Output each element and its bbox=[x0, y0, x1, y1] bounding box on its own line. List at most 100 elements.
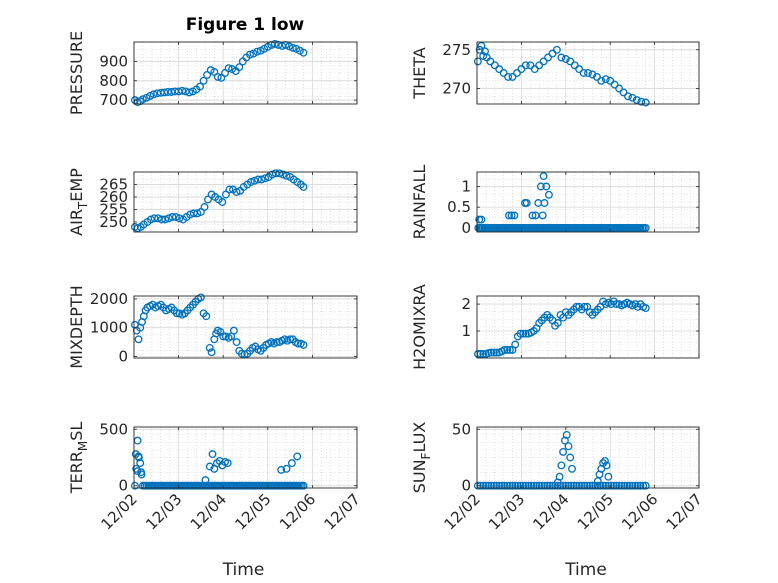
data-point bbox=[559, 447, 568, 456]
data-point bbox=[473, 481, 482, 490]
y-tick-label: 260 bbox=[99, 188, 128, 206]
y-tick-label: 0 bbox=[118, 477, 128, 495]
data-point bbox=[632, 96, 641, 105]
data-point bbox=[500, 481, 509, 490]
data-series bbox=[473, 430, 650, 490]
subplot-rainfall: 0 0.5 1 RAINFALL bbox=[410, 165, 700, 239]
data-point bbox=[557, 461, 566, 470]
data-point bbox=[567, 481, 576, 490]
y-tick-label: 0.5 bbox=[447, 198, 471, 216]
data-point bbox=[250, 176, 259, 185]
data-point bbox=[628, 481, 637, 490]
data-point bbox=[508, 72, 517, 81]
data-point bbox=[193, 209, 202, 218]
data-point bbox=[196, 82, 204, 91]
data-point bbox=[500, 345, 509, 354]
data-point bbox=[580, 302, 589, 311]
data-point bbox=[157, 215, 166, 224]
data-point bbox=[601, 481, 610, 490]
data-point bbox=[564, 442, 573, 451]
data-point bbox=[535, 61, 544, 70]
data-point bbox=[178, 86, 187, 95]
data-point bbox=[639, 481, 648, 490]
y-tick-label: 1 bbox=[461, 177, 471, 195]
x-tick-label: 12/03 bbox=[485, 490, 528, 533]
data-point bbox=[612, 481, 621, 490]
data-point bbox=[246, 178, 255, 186]
data-point bbox=[511, 340, 520, 349]
data-point bbox=[540, 481, 549, 490]
data-point bbox=[282, 464, 291, 473]
data-point bbox=[588, 70, 597, 79]
data-point bbox=[601, 75, 610, 84]
data-point bbox=[516, 481, 525, 490]
data-point bbox=[555, 472, 564, 481]
data-point bbox=[505, 481, 514, 490]
data-point bbox=[604, 472, 613, 481]
data-point bbox=[527, 481, 536, 490]
data-point bbox=[253, 47, 262, 56]
data-point bbox=[490, 61, 499, 70]
data-point bbox=[526, 61, 535, 70]
data-point bbox=[200, 203, 209, 211]
data-point bbox=[552, 45, 561, 54]
data-point bbox=[641, 223, 650, 232]
data-point bbox=[568, 464, 576, 473]
data-point bbox=[562, 430, 571, 439]
y-axis-label: H2OMIXRA bbox=[410, 284, 429, 370]
data-point bbox=[612, 300, 621, 309]
data-point bbox=[175, 214, 184, 223]
x-tick-label: 12/05 bbox=[231, 490, 274, 533]
data-point bbox=[561, 55, 570, 63]
data-point bbox=[503, 345, 512, 354]
data-point bbox=[540, 199, 549, 207]
data-point bbox=[519, 329, 528, 338]
data-point bbox=[294, 339, 303, 348]
data-point bbox=[164, 214, 173, 223]
data-point bbox=[537, 481, 546, 490]
data-point bbox=[186, 210, 195, 219]
data-point bbox=[542, 182, 551, 191]
data-point bbox=[229, 326, 238, 335]
data-point bbox=[137, 468, 146, 477]
data-point bbox=[529, 481, 538, 490]
data-point bbox=[168, 213, 177, 221]
data-point bbox=[544, 190, 553, 199]
data-point bbox=[481, 481, 490, 490]
data-point bbox=[492, 481, 501, 490]
data-point bbox=[570, 61, 579, 70]
data-point bbox=[599, 481, 608, 490]
data-point bbox=[224, 64, 233, 73]
data-point bbox=[522, 199, 531, 207]
data-point bbox=[615, 84, 624, 93]
data-point bbox=[489, 348, 498, 357]
data-point bbox=[246, 50, 254, 59]
data-point bbox=[204, 195, 212, 204]
data-point bbox=[154, 214, 163, 223]
data-point bbox=[607, 481, 616, 490]
data-point bbox=[489, 481, 498, 490]
data-point bbox=[604, 481, 613, 490]
data-point bbox=[477, 215, 486, 224]
data-point bbox=[497, 481, 506, 490]
data-point bbox=[499, 69, 508, 77]
data-point bbox=[279, 170, 287, 179]
data-point bbox=[504, 72, 513, 81]
data-point bbox=[641, 481, 650, 490]
data-point bbox=[535, 481, 544, 490]
axes-box bbox=[476, 426, 700, 489]
data-point bbox=[617, 481, 626, 490]
data-point bbox=[536, 182, 545, 191]
y-tick-label: 1 bbox=[461, 322, 471, 340]
data-point bbox=[495, 481, 504, 490]
x-tick-label: 12/04 bbox=[187, 490, 230, 533]
y-tick-label: 0 bbox=[461, 219, 471, 237]
axes-box bbox=[476, 41, 700, 105]
data-point bbox=[588, 481, 597, 490]
x-tick-label: 12/04 bbox=[529, 490, 572, 533]
data-point bbox=[521, 329, 530, 338]
x-tick-label: 12/02 bbox=[441, 490, 484, 533]
data-point bbox=[484, 481, 493, 490]
data-point bbox=[583, 481, 592, 490]
data-point bbox=[207, 348, 216, 357]
